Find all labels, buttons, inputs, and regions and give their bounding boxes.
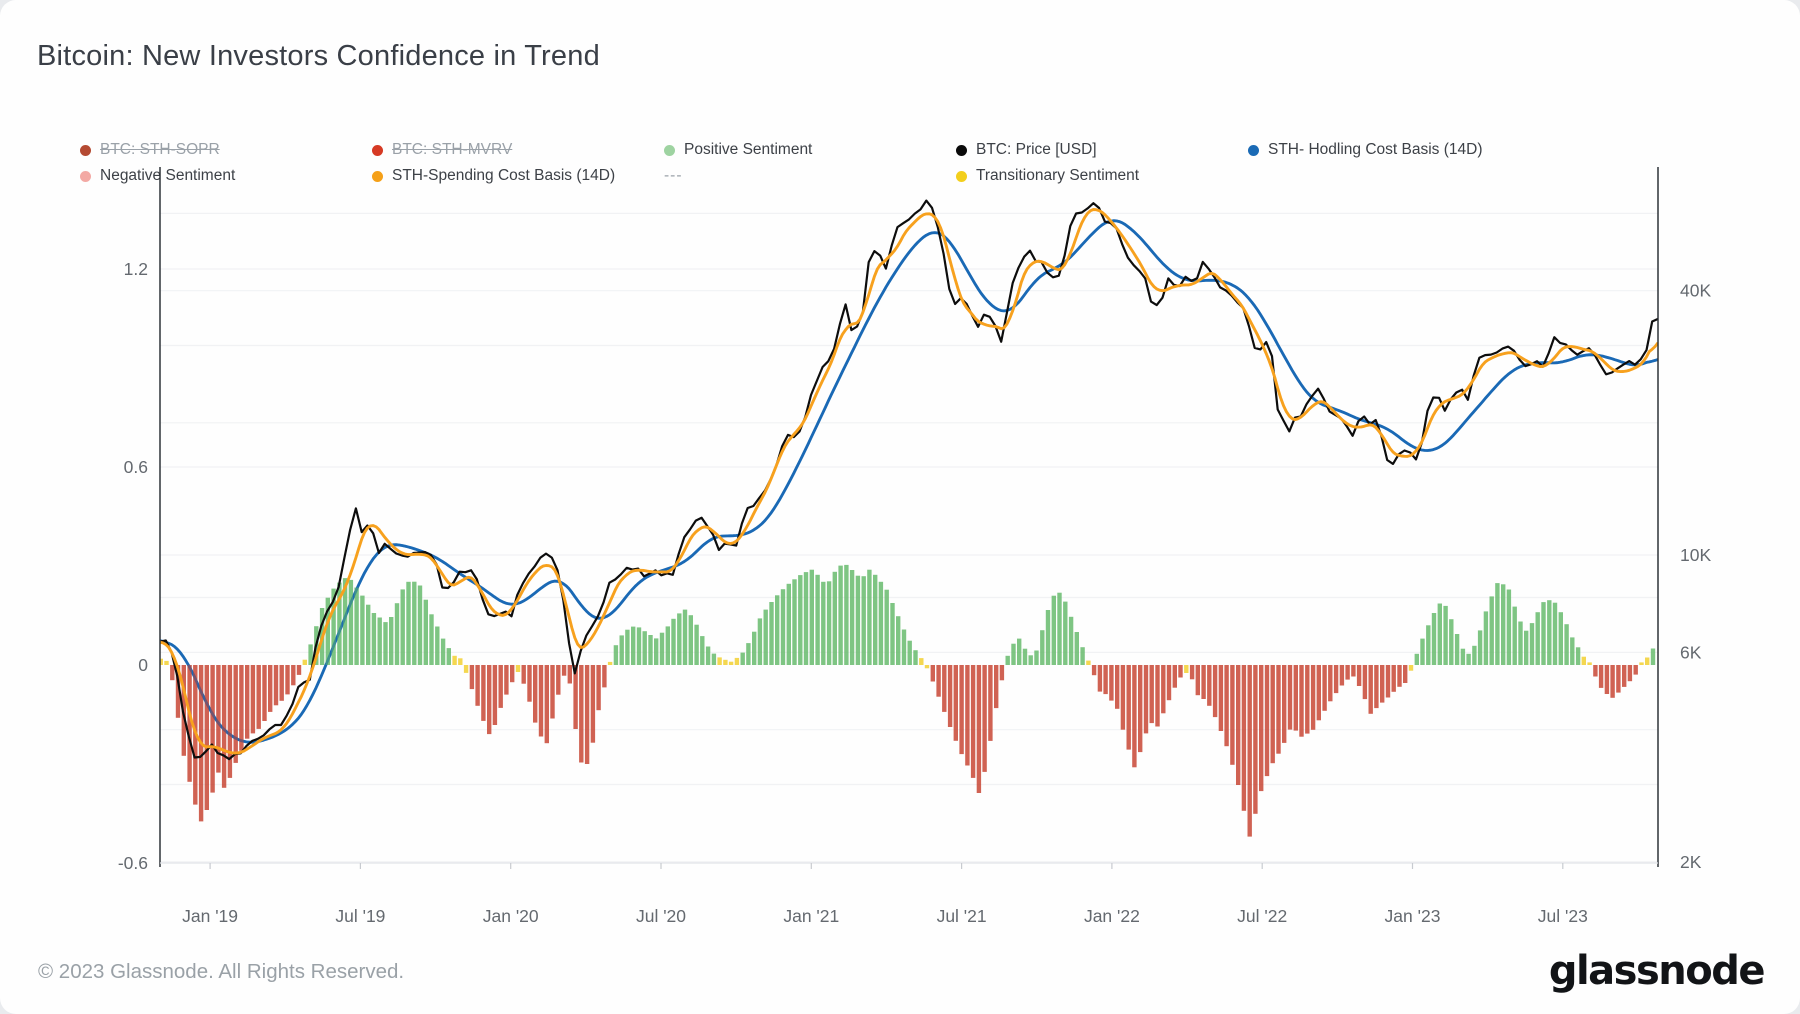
x-tick-label: Jan '20 — [483, 906, 539, 926]
legend-item-3[interactable]: BTC: Price [USD] — [956, 141, 1097, 159]
legend-item-label: Negative Sentiment — [100, 167, 236, 184]
legend-item-label: BTC: STH-MVRV — [392, 141, 513, 158]
x-tick-label: Jan '21 — [783, 906, 839, 926]
legend-item-label: STH-Spending Cost Basis (14D) — [392, 167, 616, 184]
legend-item-7[interactable]: --- — [664, 167, 683, 185]
legend-item-label: BTC: Price [USD] — [976, 141, 1097, 158]
x-tick-label: Jul '19 — [335, 906, 385, 926]
y-right-tick-label: 2K — [1680, 852, 1702, 872]
y-left-tick-label: 1.2 — [124, 259, 148, 279]
legend-marker-icon — [80, 144, 91, 156]
legend-item-1[interactable]: BTC: STH-MVRV — [372, 141, 512, 159]
y-right-tick-label: 6K — [1680, 642, 1702, 662]
legend-item-label: Transitionary Sentiment — [976, 167, 1140, 184]
y-left-tick-label: 0 — [138, 655, 148, 675]
legend-item-label: BTC: STH-SOPR — [100, 141, 220, 158]
axes — [159, 167, 1659, 869]
legend-marker-icon — [372, 144, 383, 156]
plot-area[interactable] — [159, 199, 1658, 837]
y-right-tick-label: 40K — [1680, 281, 1711, 301]
x-tick-label: Jan '22 — [1084, 906, 1140, 926]
legend-marker-icon — [956, 170, 967, 182]
x-tick-label: Jul '23 — [1538, 906, 1588, 926]
legend-item-label: STH- Hodling Cost Basis (14D) — [1268, 141, 1483, 158]
y-right-tick-label: 10K — [1680, 545, 1711, 565]
page-title: Bitcoin: New Investors Confidence in Tre… — [37, 40, 600, 72]
x-tick-label: Jan '23 — [1385, 906, 1441, 926]
legend-item-2[interactable]: Positive Sentiment — [664, 141, 812, 159]
legend-marker-icon — [1248, 144, 1259, 156]
legend-item-5[interactable]: Negative Sentiment — [80, 167, 235, 185]
gridlines — [160, 212, 1658, 863]
hodl-cost-basis-line — [160, 219, 1658, 744]
legend-item-label: Positive Sentiment — [684, 141, 813, 158]
legend-marker-icon — [956, 144, 967, 156]
legend-item-4[interactable]: STH- Hodling Cost Basis (14D) — [1248, 141, 1482, 159]
legend-item-label: --- — [664, 167, 683, 184]
legend-marker-icon — [372, 170, 383, 182]
sentiment-columns — [160, 564, 1656, 837]
x-tick-label: Jul '22 — [1237, 906, 1287, 926]
hodl-cost-basis-line-under — [160, 219, 1658, 744]
spending-cost-basis-line — [160, 208, 1658, 755]
legend-marker-icon — [80, 170, 91, 182]
y-left-tick-label: -0.6 — [118, 853, 148, 873]
legend-item-0[interactable]: BTC: STH-SOPR — [80, 141, 220, 159]
btc-price-line — [160, 199, 1658, 761]
copyright-text: © 2023 Glassnode. All Rights Reserved. — [38, 960, 405, 983]
x-tick-label: Jul '21 — [937, 906, 987, 926]
glassnode-logo: glassnode — [1548, 948, 1766, 994]
legend-marker-icon — [664, 144, 675, 156]
x-tick-label: Jul '20 — [636, 906, 686, 926]
y-left-tick-label: 0.6 — [124, 457, 148, 477]
legend-item-8[interactable]: Transitionary Sentiment — [956, 167, 1139, 185]
x-tick-label: Jan '19 — [182, 906, 238, 926]
legend-item-6[interactable]: STH-Spending Cost Basis (14D) — [372, 167, 615, 185]
